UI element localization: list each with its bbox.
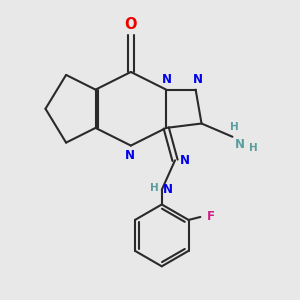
Text: N: N	[162, 73, 172, 86]
Text: N: N	[179, 154, 189, 167]
Text: F: F	[207, 211, 215, 224]
Text: N: N	[235, 138, 245, 151]
Text: O: O	[124, 17, 137, 32]
Text: H: H	[230, 122, 239, 132]
Text: H: H	[150, 183, 159, 193]
Text: H: H	[249, 142, 257, 153]
Text: N: N	[124, 148, 134, 161]
Text: N: N	[163, 183, 173, 196]
Text: N: N	[193, 73, 203, 86]
